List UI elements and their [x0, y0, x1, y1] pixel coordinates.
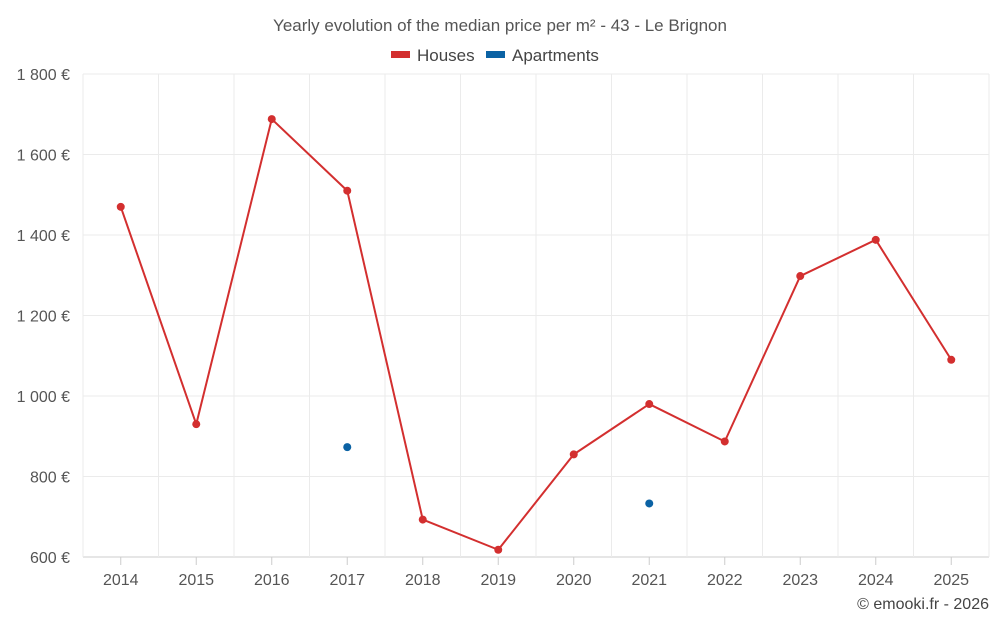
- legend-swatch-houses[interactable]: [391, 51, 410, 58]
- data-point-houses[interactable]: [645, 400, 654, 409]
- y-tick-label: 1 400 €: [17, 228, 70, 245]
- legend-swatch-apartments[interactable]: [486, 51, 505, 58]
- data-point-houses[interactable]: [343, 186, 352, 195]
- data-point-houses[interactable]: [116, 202, 125, 211]
- data-point-houses[interactable]: [720, 437, 729, 446]
- data-point-houses[interactable]: [871, 235, 880, 244]
- x-tick-label: 2017: [329, 572, 365, 589]
- y-tick-label: 1 600 €: [17, 148, 70, 165]
- plot-area: [116, 115, 956, 554]
- x-tick-label: 2020: [556, 572, 592, 589]
- data-point-houses[interactable]: [796, 272, 805, 281]
- x-tick-label: 2014: [103, 572, 139, 589]
- series-line-houses: [119, 118, 953, 551]
- x-tick-label: 2023: [782, 572, 818, 589]
- data-point-apartments[interactable]: [645, 499, 654, 508]
- credit-text: © emooki.fr - 2026: [857, 596, 989, 613]
- y-tick-label: 800 €: [30, 470, 70, 487]
- x-tick-label: 2015: [178, 572, 214, 589]
- legend-label-houses[interactable]: Houses: [417, 46, 475, 65]
- x-tick-label: 2019: [480, 572, 516, 589]
- y-tick-label: 1 000 €: [17, 389, 70, 406]
- y-tick-label: 1 800 €: [17, 67, 70, 84]
- data-point-houses[interactable]: [569, 450, 578, 459]
- y-tick-label: 600 €: [30, 550, 70, 567]
- grid: [82, 73, 990, 558]
- data-point-apartments[interactable]: [343, 443, 352, 452]
- data-point-houses[interactable]: [267, 115, 276, 124]
- data-point-houses[interactable]: [947, 355, 956, 364]
- legend-label-apartments[interactable]: Apartments: [512, 46, 599, 65]
- legend: Houses Apartments: [391, 46, 599, 65]
- x-tick-label: 2022: [707, 572, 743, 589]
- data-point-houses[interactable]: [494, 545, 503, 554]
- x-tick-label: 2025: [933, 572, 969, 589]
- x-tick-label: 2016: [254, 572, 290, 589]
- data-point-houses[interactable]: [192, 420, 201, 429]
- y-tick-label: 1 200 €: [17, 309, 70, 326]
- x-tick-label: 2021: [631, 572, 667, 589]
- x-axis: 2014 2015 2016 2017 2018 2019 2020 2021 2022 2023…: [103, 557, 969, 589]
- chart-title: Yearly evolution of the median price per…: [273, 16, 727, 35]
- x-tick-label: 2024: [858, 572, 894, 589]
- y-axis: 600 € 800 € 1 000 € 1 200 € 1 400 € 1 600 € 1 …: [17, 67, 70, 567]
- x-tick-label: 2018: [405, 572, 441, 589]
- data-point-houses[interactable]: [418, 515, 427, 524]
